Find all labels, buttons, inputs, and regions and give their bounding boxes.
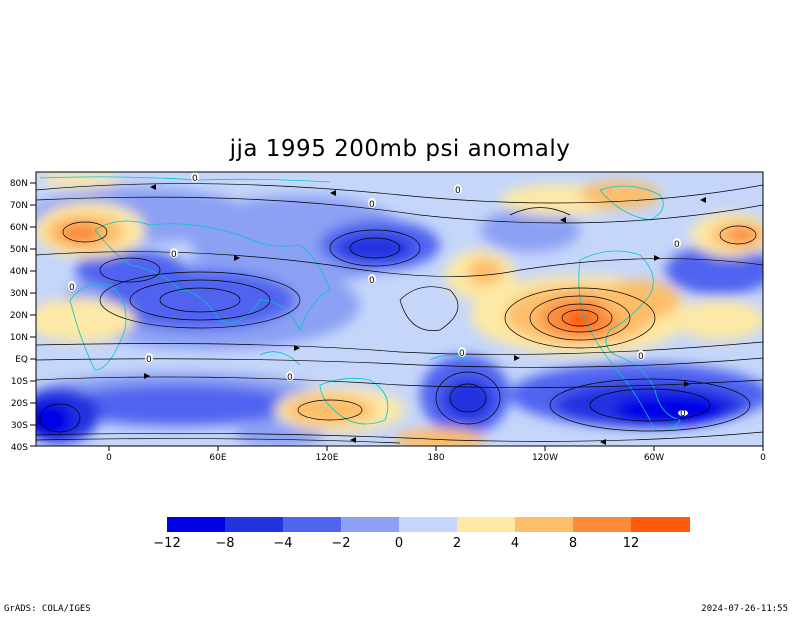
colorbar-swatch: [631, 517, 690, 532]
svg-text:0: 0: [146, 355, 152, 365]
svg-text:0: 0: [638, 352, 644, 362]
colorbar-swatch: [573, 517, 631, 532]
contour-label: 0: [454, 184, 462, 196]
map-frame: [35, 171, 764, 447]
svg-text:0: 0: [369, 200, 375, 210]
lat-label: 30N: [10, 289, 28, 299]
lat-label: 30S: [11, 421, 28, 431]
contour-label: 0: [673, 238, 681, 250]
colorbar-swatch: [283, 517, 341, 532]
colorbar-swatch: [225, 517, 283, 532]
colorbar-label: 0: [395, 536, 403, 551]
colorbar-swatch: [515, 517, 573, 532]
lat-label: 10S: [11, 377, 28, 387]
lat-label: 80N: [10, 179, 28, 189]
colorbar-swatch: [457, 517, 515, 532]
svg-text:0: 0: [455, 186, 461, 196]
contour-label: 0: [68, 281, 76, 293]
svg-text:0: 0: [192, 174, 198, 184]
contour-label: 0: [286, 371, 294, 383]
colorbar: −12 −8 −4 −2 0 2 4 8 12: [153, 517, 690, 551]
lon-label: 60W: [644, 453, 664, 463]
streamlines: [36, 183, 763, 444]
lon-label: 60E: [209, 453, 226, 463]
timestamp: 2024-07-26-11:55: [701, 604, 788, 614]
map-title: jja 1995 200mb psi anomaly: [229, 136, 571, 162]
svg-text:0: 0: [69, 283, 75, 293]
contour-label: 0: [170, 248, 178, 260]
lat-label: 40S: [11, 443, 28, 453]
colorbar-swatch: [167, 517, 225, 532]
longitude-axis: 0 60E 120E 180 120W 60W 0: [106, 446, 766, 463]
colorbar-label: 2: [453, 536, 461, 551]
lat-label: 40N: [10, 267, 28, 277]
contour-label: 0: [145, 353, 153, 365]
coastlines: [39, 176, 681, 432]
lat-label: 70N: [10, 201, 28, 211]
contour-label: 0: [458, 347, 466, 359]
colorbar-label: 8: [569, 536, 577, 551]
lat-label: 50N: [10, 245, 28, 255]
svg-text:0: 0: [674, 240, 680, 250]
lon-label: 0: [106, 453, 112, 463]
lat-label: 20N: [10, 311, 28, 321]
svg-text:0: 0: [287, 373, 293, 383]
colorbar-label: 12: [623, 536, 640, 551]
colorbar-label: −8: [215, 536, 234, 551]
lon-label: 120E: [316, 453, 339, 463]
contour-label: 0: [368, 274, 376, 286]
colorbar-swatch: [399, 517, 457, 532]
lat-label: EQ: [15, 355, 28, 365]
lon-label: 120W: [532, 453, 558, 463]
colorbar-label: 4: [511, 536, 519, 551]
contour-label: 0: [191, 172, 199, 184]
colorbar-swatch: [341, 517, 399, 532]
svg-text:0: 0: [680, 409, 686, 419]
streamline-arrows: [144, 184, 706, 445]
contour-label: 0: [368, 198, 376, 210]
lat-label: 10N: [10, 333, 28, 343]
contour-label: 0: [678, 409, 688, 419]
lat-label: 60N: [10, 223, 28, 233]
anomaly-shading: 0 0 0 0 0 0 0 0 0 0 0 0: [36, 172, 763, 446]
lon-label: 180: [427, 453, 444, 463]
svg-text:0: 0: [459, 349, 465, 359]
contour-label: 0: [637, 350, 645, 362]
colorbar-label: −2: [331, 536, 350, 551]
grads-credit: GrADS: COLA/IGES: [4, 604, 91, 614]
contour-labels: 0 0 0 0 0 0 0 0 0 0 0 0: [68, 172, 688, 419]
colorbar-label: −4: [273, 536, 292, 551]
latitude-axis: 80N 70N 60N 50N 40N 30N 20N 10N EQ 10S 2…: [10, 179, 36, 453]
svg-text:0: 0: [171, 250, 177, 260]
svg-text:0: 0: [369, 276, 375, 286]
lat-label: 20S: [11, 399, 28, 409]
colorbar-label: −12: [153, 536, 180, 551]
lon-label: 0: [760, 453, 766, 463]
